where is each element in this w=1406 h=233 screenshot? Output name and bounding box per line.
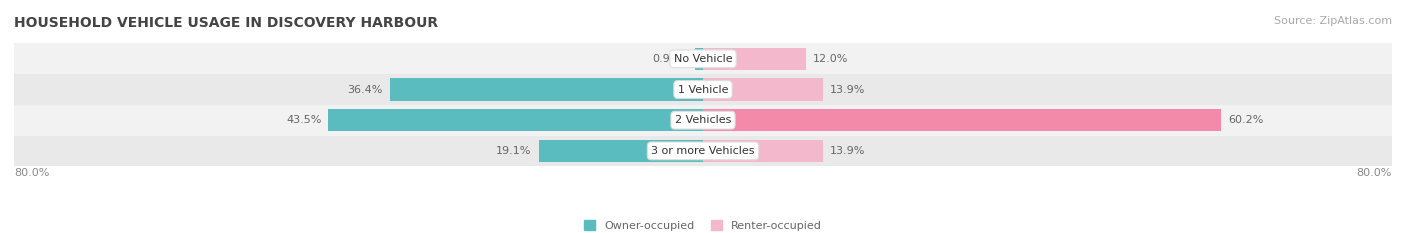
Text: 36.4%: 36.4%	[347, 85, 382, 95]
Bar	[703, 140, 823, 162]
Text: Source: ZipAtlas.com: Source: ZipAtlas.com	[1274, 16, 1392, 26]
Text: 13.9%: 13.9%	[830, 146, 865, 156]
Bar	[14, 136, 1392, 166]
Text: HOUSEHOLD VEHICLE USAGE IN DISCOVERY HARBOUR: HOUSEHOLD VEHICLE USAGE IN DISCOVERY HAR…	[14, 16, 439, 30]
Text: 80.0%: 80.0%	[14, 168, 49, 178]
Bar	[538, 140, 703, 162]
Text: 13.9%: 13.9%	[830, 85, 865, 95]
Bar	[329, 109, 703, 131]
Bar	[695, 48, 703, 70]
Bar	[14, 44, 1392, 74]
Bar	[703, 48, 807, 70]
Text: 12.0%: 12.0%	[813, 54, 849, 64]
Text: 19.1%: 19.1%	[496, 146, 531, 156]
Text: 0.96%: 0.96%	[652, 54, 688, 64]
Text: 43.5%: 43.5%	[287, 115, 322, 125]
Legend: Owner-occupied, Renter-occupied: Owner-occupied, Renter-occupied	[579, 216, 827, 233]
Text: 60.2%: 60.2%	[1229, 115, 1264, 125]
Text: No Vehicle: No Vehicle	[673, 54, 733, 64]
Text: 80.0%: 80.0%	[1357, 168, 1392, 178]
Text: 2 Vehicles: 2 Vehicles	[675, 115, 731, 125]
Bar	[14, 105, 1392, 136]
Bar	[703, 79, 823, 101]
Bar	[14, 74, 1392, 105]
Bar	[389, 79, 703, 101]
Bar	[703, 109, 1222, 131]
Text: 3 or more Vehicles: 3 or more Vehicles	[651, 146, 755, 156]
Text: 1 Vehicle: 1 Vehicle	[678, 85, 728, 95]
